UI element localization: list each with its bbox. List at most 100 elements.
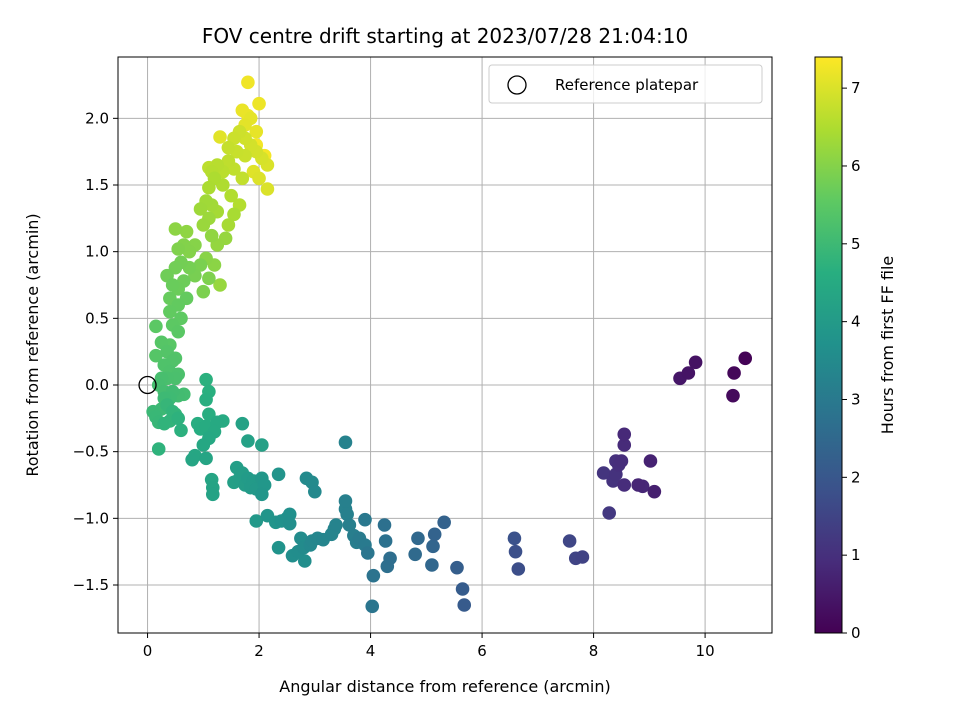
data-point [457,598,472,612]
x-tick-label: 10 [696,642,715,660]
data-point [199,392,213,407]
data-point [338,494,353,508]
colorbar-tick-label: 0 [851,624,861,642]
data-point [168,222,183,236]
data-point [235,416,250,431]
y-tick-label: 2.0 [85,109,109,127]
x-tick-label: 2 [254,642,264,660]
data-point [196,284,211,299]
reference-platepar-marker [138,375,157,395]
y-tick-label: 1.0 [85,243,109,261]
data-point [508,544,523,559]
data-point [575,550,590,564]
legend-box [488,64,763,104]
x-axis-ticks: 0 2 4 6 8 10 [143,633,715,660]
data-point [196,438,211,452]
data-point [365,599,380,614]
data-point [726,388,740,403]
x-tick-label: 6 [477,642,487,660]
data-point [163,304,177,319]
data-point [171,411,186,426]
colorbar-tick-label: 5 [851,235,861,253]
data-point [282,516,297,531]
data-point [165,278,180,292]
data-point [383,551,397,566]
data-point [282,507,297,522]
data-point [213,278,227,292]
x-tick-label: 4 [366,642,376,660]
y-tick-label: −0.5 [73,443,109,461]
data-point [235,171,250,186]
colorbar-tick-label: 1 [851,546,861,564]
colorbar-label: Hours from first FF file [878,256,897,435]
data-point [213,130,227,144]
legend-entry-reference-platepar: Reference platepar [555,76,699,94]
y-tick-label: −1.0 [73,509,109,527]
y-tick-label: −1.5 [73,576,109,594]
data-point [617,438,632,452]
plot-frame [117,56,773,634]
data-point [271,467,286,482]
x-tick-label: 8 [589,642,599,660]
data-point [329,518,343,532]
data-point [205,487,220,502]
data-point [171,324,186,339]
colorbar-gradient [814,56,843,634]
data-point [202,271,216,286]
data-point [204,228,219,243]
data-point [360,546,375,560]
data-point [271,540,286,555]
chart-title: FOV centre drift starting at 2023/07/28 … [202,24,688,48]
colorbar-tick-label: 4 [851,313,861,331]
data-point [437,515,451,530]
data-point [193,258,208,272]
data-point [727,366,741,380]
data-point [185,452,199,467]
data-point [308,484,322,499]
data-point [511,562,526,576]
data-point [614,454,629,468]
data-point [171,242,186,256]
data-point [260,182,275,196]
data-point [227,207,241,222]
data-point [738,351,753,366]
data-point [596,466,611,480]
colorbar: 0 1 2 3 4 5 6 7 Hours from first FF file [814,56,897,642]
data-point [688,355,703,370]
data-point [427,527,442,542]
data-point [202,180,216,195]
data-point [647,484,662,499]
data-point [602,506,616,520]
data-point [179,224,194,239]
data-point [643,454,658,468]
x-axis-label: Angular distance from reference (arcmin) [279,677,610,696]
data-point [366,568,381,583]
data-point [193,202,208,216]
legend: Reference platepar [488,64,763,104]
y-tick-label: 0.0 [85,376,109,394]
colorbar-ticks: 0 1 2 3 4 5 6 7 [842,79,861,642]
data-point [425,558,439,572]
data-point [255,487,269,502]
data-point [221,218,236,232]
data-point [338,435,353,450]
data-point [174,423,188,438]
data-point [151,442,166,456]
data-point [681,366,696,380]
legend-reference-marker [507,75,527,95]
colorbar-tick-label: 6 [851,157,861,175]
data-point [149,348,163,363]
data-point [255,438,269,452]
y-tick-label: 0.5 [85,309,109,327]
data-point [252,96,266,111]
colorbar-tick-label: 3 [851,390,861,408]
data-point [224,188,238,203]
y-tick-label: 1.5 [85,176,109,194]
gridlines [118,57,772,633]
colorbar-tick-label: 7 [851,79,861,97]
data-point [358,512,372,527]
data-point [196,218,211,232]
data-point [507,531,522,546]
data-point [408,547,422,562]
